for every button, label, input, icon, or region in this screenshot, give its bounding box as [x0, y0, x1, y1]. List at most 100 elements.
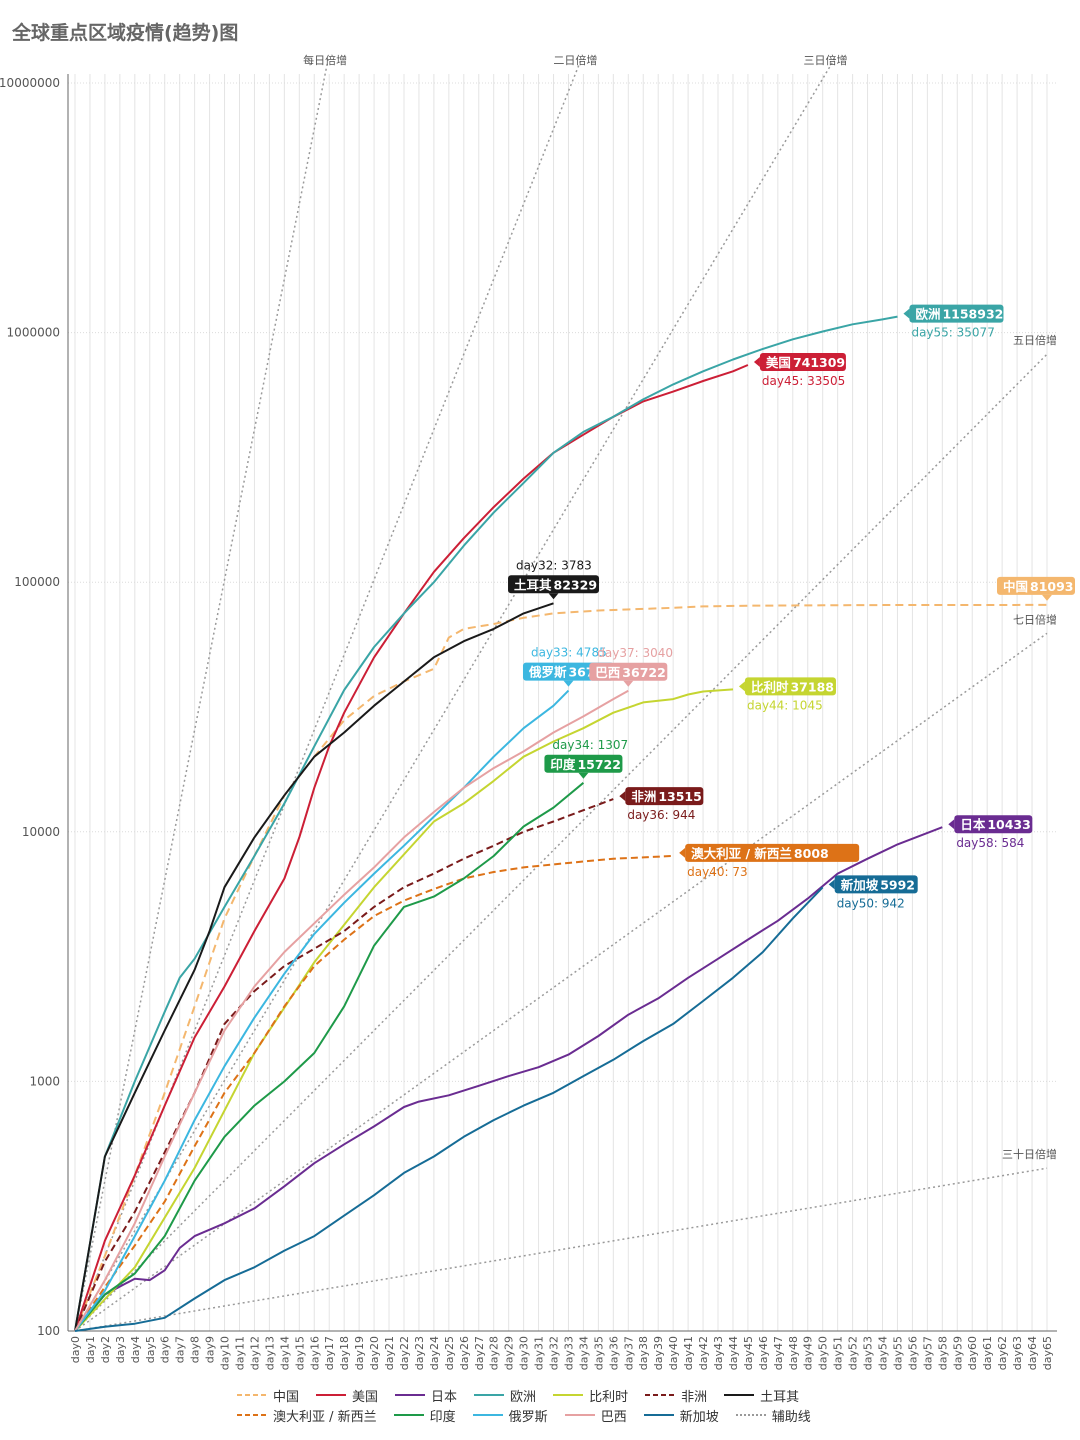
x-tick-label: day45: [742, 1336, 755, 1370]
legend-item: 印度: [393, 1406, 456, 1425]
callout-name: 欧洲: [915, 307, 940, 322]
callout-pointer: [1042, 594, 1052, 601]
x-tick-label: day5: [144, 1336, 157, 1363]
x-tick-label: day18: [338, 1336, 351, 1370]
series-line: [74, 603, 1048, 1332]
x-tick-label: day55: [891, 1336, 904, 1370]
callout-value: 8008: [794, 846, 829, 861]
x-tick-label: day24: [428, 1336, 441, 1370]
callout-box: [744, 677, 836, 696]
callout-pointer: [903, 308, 910, 319]
callout: 中国 81093: [997, 576, 1075, 601]
legend-swatch: [643, 1414, 674, 1416]
callout-label: 新加坡 5992: [841, 877, 915, 892]
x-tick-label: day13: [263, 1336, 276, 1370]
callout-value: 13515: [658, 789, 702, 804]
legend-label: 土耳其: [760, 1389, 800, 1405]
callout-name: 俄罗斯: [528, 665, 567, 680]
legend-label: 美国: [352, 1389, 379, 1405]
x-tick-label: day22: [398, 1336, 411, 1370]
x-tick-label: day61: [981, 1336, 994, 1370]
legend-label: 澳大利亚 / 新西兰: [273, 1409, 377, 1425]
callout-pointer: [563, 680, 574, 687]
x-tick-label: day23: [413, 1336, 426, 1370]
callout-box: [544, 754, 623, 773]
callout-value: 1158932: [942, 307, 1003, 322]
callout-box: [954, 815, 1033, 834]
callout-label: 澳大利亚 / 新西兰 8008: [691, 846, 829, 861]
series-line: [74, 688, 734, 1332]
callout: 非洲 13515 day36: 944: [619, 787, 704, 822]
callout-sub: day44: 1045: [747, 698, 823, 712]
x-tick-label: day31: [533, 1336, 546, 1370]
legend-swatch: [393, 1414, 424, 1416]
x-tick-label: day41: [682, 1336, 695, 1370]
callout-sub: day36: 944: [627, 808, 695, 822]
x-tick-label: day59: [951, 1336, 964, 1370]
callout-label: 美国 741309: [766, 355, 845, 370]
callout-name: 比利时: [751, 679, 789, 694]
series-line: [74, 364, 749, 1332]
x-tick-label: day12: [248, 1336, 261, 1370]
callout-name: 非洲: [631, 789, 656, 804]
x-tick-label: day21: [383, 1336, 396, 1370]
legend-swatch: [564, 1414, 595, 1416]
guide-label: 每日倍增: [303, 53, 347, 67]
x-tick-label: day43: [712, 1336, 725, 1370]
x-tick-label: day17: [323, 1336, 336, 1370]
x-tick-label: day37: [622, 1336, 635, 1370]
callout-pointer: [679, 847, 686, 858]
x-tick-label: day28: [488, 1336, 501, 1370]
callout-label: 巴西 36722: [595, 665, 666, 680]
callout-box: [759, 353, 846, 372]
series-line: [74, 798, 614, 1332]
callout-value: 10433: [987, 817, 1030, 832]
legend-label: 巴西: [600, 1409, 627, 1425]
legend-swatch: [474, 1394, 505, 1396]
x-tick-label: day36: [607, 1336, 620, 1370]
series-line: [74, 782, 585, 1332]
x-tick-label: day63: [1011, 1336, 1024, 1370]
legend-swatch: [724, 1394, 755, 1396]
callout: 新加坡 5992 day50: 942: [828, 875, 918, 910]
callout-box: [685, 843, 860, 862]
legend-item: 俄罗斯: [472, 1406, 548, 1425]
x-tick-label: day19: [353, 1336, 366, 1370]
x-tick-label: day57: [921, 1336, 934, 1370]
y-tick-label: 10000: [22, 825, 60, 839]
callout-value: 81093: [1030, 579, 1074, 594]
x-tick-label: day62: [996, 1336, 1009, 1370]
callout: 日本 10433 day58: 584: [948, 815, 1033, 850]
series-line: [74, 689, 570, 1332]
legend-item: 非洲: [644, 1386, 707, 1405]
callout-name: 印度: [550, 757, 576, 772]
legend-label: 印度: [429, 1409, 456, 1425]
callout: 澳大利亚 / 新西兰 8008 day40: 73: [679, 843, 860, 879]
callout-label: 中国 81093: [1003, 579, 1074, 594]
callout-label: 日本 10433: [960, 817, 1031, 832]
callout-value: 5992: [880, 877, 915, 892]
callout-box: [909, 304, 1004, 323]
series-line: [74, 886, 824, 1332]
x-tick-label: day39: [652, 1336, 665, 1370]
series-line: [74, 315, 898, 1332]
callout-box: [589, 662, 668, 681]
legend-swatch: [395, 1394, 426, 1396]
x-tick-label: day8: [189, 1336, 202, 1363]
callout-pointer: [828, 879, 835, 890]
y-tick-label: 1000: [29, 1074, 60, 1088]
callout-box: [625, 787, 704, 806]
x-tick-label: day54: [877, 1336, 890, 1370]
series-line: [74, 854, 674, 1332]
callout-pointer: [753, 357, 760, 368]
callout-name: 巴西: [595, 665, 620, 680]
callout-name: 澳大利亚 / 新西兰: [691, 846, 792, 861]
x-tick-label: day48: [787, 1336, 800, 1370]
callout-value: 82329: [554, 577, 598, 592]
x-tick-label: day60: [966, 1336, 979, 1370]
callout: 土耳其 82329 day32: 3783: [508, 558, 600, 600]
callout-name: 美国: [766, 355, 791, 370]
legend-item: 澳大利亚 / 新西兰: [236, 1406, 377, 1425]
x-tick-label: day15: [293, 1336, 306, 1370]
x-tick-label: day42: [697, 1336, 710, 1370]
